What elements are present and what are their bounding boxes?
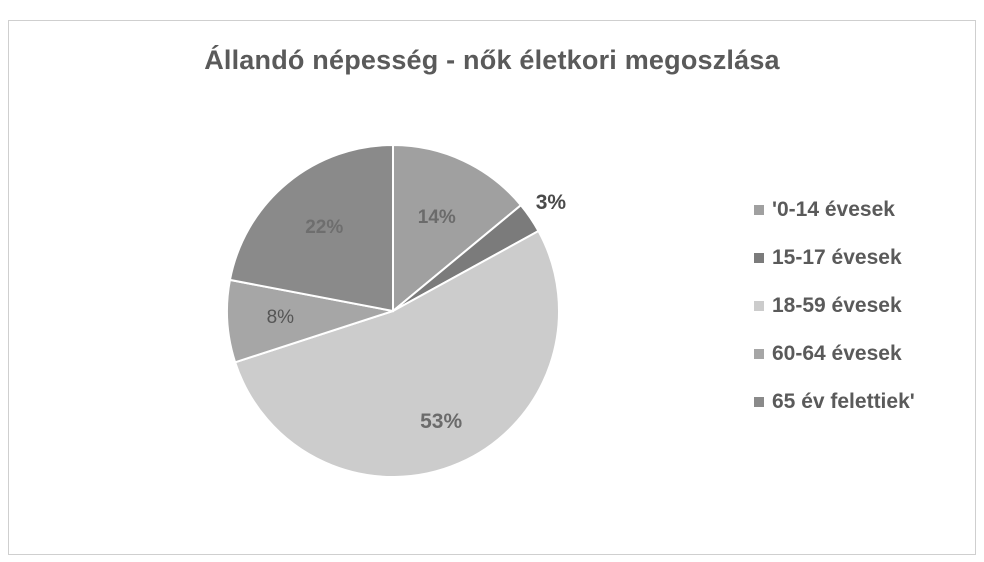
legend-swatch: [754, 397, 764, 407]
legend-label: 15-17 évesek: [772, 246, 902, 269]
legend-swatch: [754, 301, 764, 311]
legend-label: 65 év felettiek': [772, 390, 915, 413]
legend-label: 18-59 évesek: [772, 294, 902, 317]
legend-swatch: [754, 349, 764, 359]
chart-container: Állandó népesség - nők életkori megoszlá…: [8, 20, 976, 555]
legend-label: '0-14 évesek: [772, 198, 895, 221]
legend-label: 60-64 évesek: [772, 342, 902, 365]
pie-slice-5: [228, 143, 394, 313]
legend-item-1: '0-14 évesek: [754, 186, 915, 234]
pie-slice-3: [233, 229, 560, 478]
chart-legend: '0-14 évesek 15-17 évesek 18-59 évesek 60-6…: [754, 186, 915, 426]
legend-item-3: 18-59 évesek: [754, 282, 915, 330]
pie-slices: [226, 143, 560, 478]
legend-swatch: [754, 253, 764, 263]
pie-chart: 14% 3% 53% 8% 22%: [226, 143, 567, 478]
pie-slice-1: [392, 143, 523, 314]
legend-item-5: 65 év felettiek': [754, 378, 915, 426]
data-label-5: 22%: [305, 217, 343, 238]
legend-swatch: [754, 205, 764, 215]
data-label-3: 53%: [420, 410, 462, 433]
data-label-2: 3%: [536, 191, 567, 214]
data-label-4: 8%: [267, 307, 295, 328]
legend-item-4: 60-64 évesek: [754, 330, 915, 378]
chart-title: Állandó népesség - nők életkori megoszlá…: [204, 45, 780, 75]
data-label-1: 14%: [418, 207, 456, 228]
legend-item-2: 15-17 évesek: [754, 234, 915, 282]
pie-labels: 14% 3% 53% 8% 22%: [267, 191, 567, 433]
